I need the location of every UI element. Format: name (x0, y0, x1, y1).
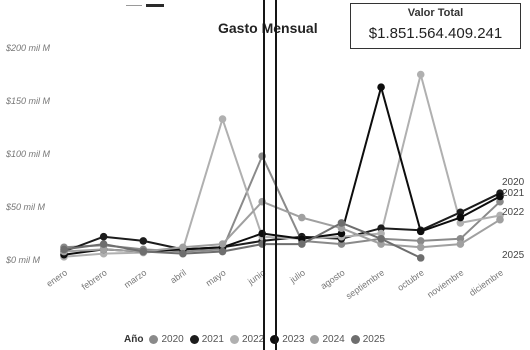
data-point-2022 (456, 219, 465, 227)
data-point-2021 (377, 224, 385, 232)
legend-item-2020[interactable]: 2020 (149, 333, 184, 345)
data-point-2025 (99, 240, 108, 248)
series-end-label: 2020 (502, 177, 525, 188)
data-point-2025 (416, 254, 425, 262)
data-point-2025 (337, 219, 346, 227)
y-tick-label: $50 mil M (5, 202, 46, 212)
x-tick-label: febrero (80, 267, 109, 292)
y-tick-label: $0 mil M (5, 255, 41, 265)
data-point-2022 (218, 115, 227, 123)
x-tick-label: abril (168, 267, 188, 285)
x-tick-label: agosto (319, 267, 347, 291)
data-point-2024 (456, 240, 465, 248)
data-point-2023 (337, 229, 346, 238)
y-axis: $0 mil M $50 mil M $100 mil M $150 mil M $20… (5, 43, 51, 265)
data-point-2024 (179, 243, 187, 252)
data-point-2023 (456, 213, 465, 222)
legend-swatch (310, 334, 320, 344)
legend: Año 2020 2021 2022 2023 2024 2025 (124, 332, 391, 346)
y-tick-label: $150 mil M (5, 96, 51, 106)
y-tick-label: $100 mil M (5, 149, 51, 159)
data-point-2021 (456, 208, 465, 217)
legend-swatch (270, 334, 280, 344)
legend-item-2025[interactable]: 2025 (350, 333, 385, 345)
data-point-2024 (99, 245, 108, 254)
data-point-2024 (337, 224, 346, 232)
legend-items: 2020 2021 2022 2023 2024 2025 (149, 334, 391, 345)
series-end-label: 2025 (502, 250, 525, 261)
data-point-2021 (139, 237, 148, 245)
data-point-2021 (99, 232, 108, 241)
x-tick-label: septiembre (344, 267, 386, 301)
data-point-2023 (298, 235, 306, 243)
legend-item-2024[interactable]: 2024 (310, 333, 345, 345)
data-point-2023 (377, 83, 385, 92)
data-point-2020 (456, 235, 465, 243)
x-tick-label: noviembre (425, 267, 465, 299)
legend-label: 2023 (282, 333, 305, 345)
legend-label: 2021 (201, 333, 224, 345)
chart-title: Gasto Mensual (218, 20, 318, 36)
legend-swatch (189, 334, 199, 344)
series-end-label: 2022 (502, 207, 525, 218)
vertical-divider-line (275, 0, 277, 350)
x-tick-label: julio (287, 267, 307, 285)
legend-item-2022[interactable]: 2022 (229, 333, 265, 345)
data-point-2025 (298, 240, 306, 248)
vertical-divider-line (263, 0, 265, 350)
legend-label: 2022 (241, 333, 265, 345)
data-point-2020 (416, 237, 425, 245)
data-point-2022 (416, 70, 425, 79)
series-points (60, 70, 504, 262)
data-point-2023 (496, 192, 504, 201)
y-tick-label: $200 mil M (5, 43, 51, 53)
series-line-2021 (63, 192, 501, 253)
legend-label: 2025 (362, 333, 385, 345)
data-point-2024 (377, 240, 385, 248)
x-tick-label: marzo (122, 267, 148, 290)
data-point-2024 (298, 213, 306, 222)
series-end-label: 2021 (502, 188, 525, 199)
series-line-2020 (63, 155, 501, 253)
data-point-2025 (218, 247, 227, 256)
legend-item-2021[interactable]: 2021 (189, 333, 224, 345)
total-value-label: Valor Total (407, 7, 464, 19)
data-point-2025 (179, 249, 187, 258)
data-point-2025 (139, 247, 148, 256)
series-line-2022 (63, 73, 501, 258)
series-line-2025 (63, 221, 422, 259)
series-lines (63, 73, 501, 259)
x-tick-label: mayo (204, 267, 228, 288)
data-point-2025 (377, 235, 385, 243)
legend-title: Año (124, 333, 144, 345)
data-point-2024 (218, 240, 227, 248)
data-point-2024 (496, 215, 504, 224)
total-value-amount: $1.851.564.409.241 (368, 25, 503, 42)
legend-swatch (149, 334, 159, 344)
total-value-card: Valor Total $1.851.564.409.241 (350, 3, 521, 49)
legend-item-2023[interactable]: 2023 (270, 334, 304, 345)
x-tick-label: diciembre (467, 267, 505, 298)
data-point-2025 (60, 245, 68, 254)
data-point-2023 (416, 227, 425, 236)
data-point-2020 (496, 197, 504, 206)
data-point-2020 (337, 240, 346, 248)
x-tick-label: enero (45, 267, 70, 288)
data-point-2024 (416, 243, 425, 252)
page-indicator (126, 4, 164, 7)
legend-swatch (229, 334, 239, 344)
legend-label: 2024 (322, 333, 345, 345)
series-line-2023 (63, 86, 501, 256)
x-tick-label: octubre (396, 267, 426, 292)
legend-label: 2020 (161, 333, 184, 345)
legend-swatch (350, 334, 360, 344)
data-point-2022 (377, 229, 385, 238)
